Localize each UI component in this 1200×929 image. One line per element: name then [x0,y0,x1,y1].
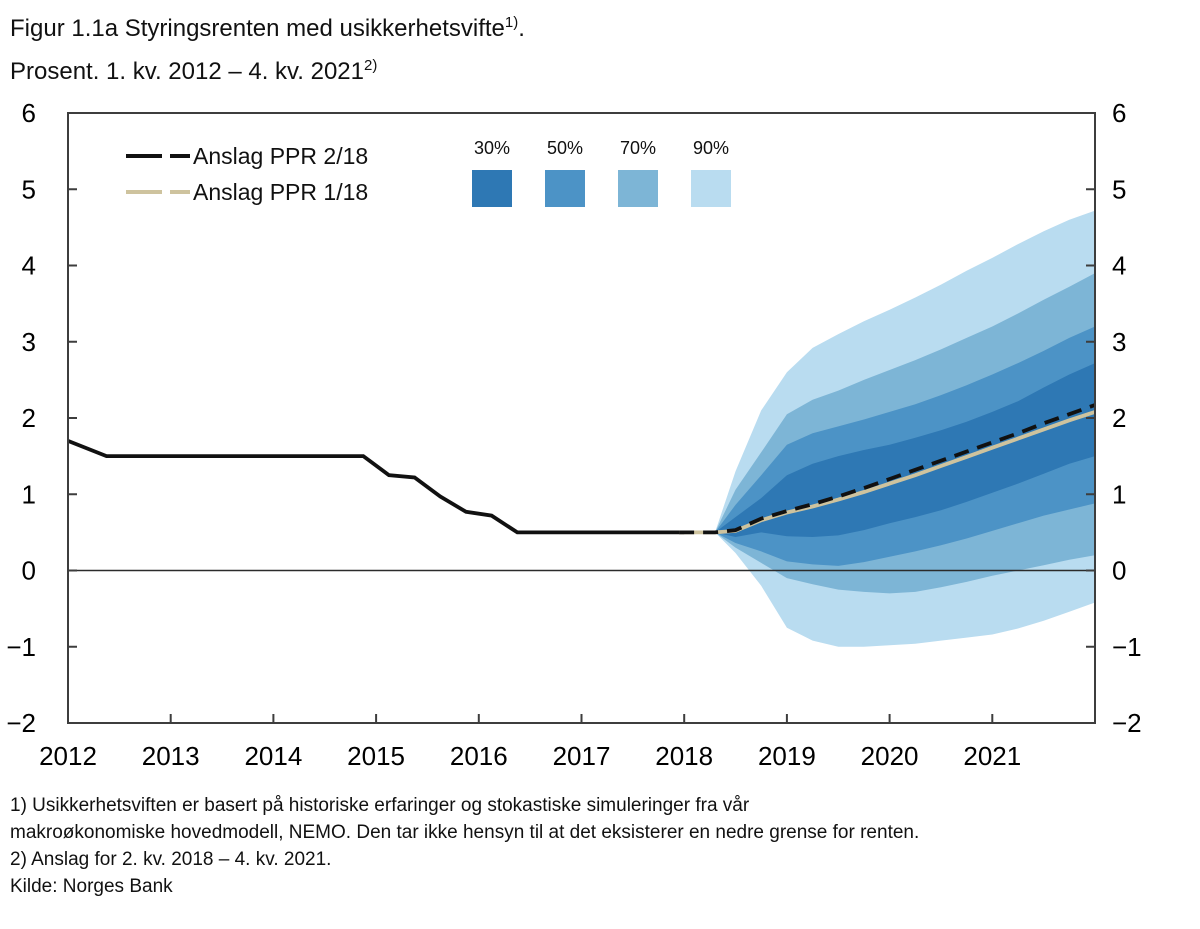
footnote-2: 2) Anslag for 2. kv. 2018 – 4. kv. 2021. [10,849,332,870]
y-axis-label-left: 1 [22,479,36,509]
x-axis-label: 2021 [963,741,1021,771]
legend-band-column: 50% [545,138,585,207]
x-axis-label: 2017 [553,741,611,771]
legend-band-swatch [691,170,731,207]
series-line-anslag-ppr-2-18 [679,403,1096,535]
legend-series: Anslag PPR 2/18 Anslag PPR 1/18 [126,138,368,210]
fan-band-30% [715,363,1095,537]
legend-band-swatch [545,170,585,207]
legend-band-label: 50% [546,138,584,158]
x-axis-label: 2020 [861,741,919,771]
y-axis-label-left: 2 [22,403,36,433]
y-axis-label-left: 0 [22,556,36,586]
legend-row-ppr-1-18: Anslag PPR 1/18 [126,174,368,210]
footnote-1-line-2: makroøkonomiske hovedmodell, NEMO. Den t… [10,822,920,843]
legend-band-swatch [618,170,658,207]
y-axis-label-left: 3 [22,327,36,357]
series-line-styringsrenten-historisk- [67,439,685,535]
legend-band-column: 70% [618,138,658,207]
title-line-2-text: Prosent. 1. kv. 2012 – 4. kv. 2021 [10,58,364,85]
title-line-1-text: Figur 1.1a Styringsrenten med usikkerhet… [10,15,505,42]
dashed-line-sample-black [126,154,190,158]
x-axis-label: 2018 [655,741,713,771]
y-axis-label-right: 3 [1112,327,1126,357]
footnotes: 1) Usikkerhetsviften er basert på histor… [10,792,1190,900]
legend-band-label: 70% [619,138,657,158]
legend-series-label: Anslag PPR 1/18 [193,178,369,205]
footnote-1-line-1: 1) Usikkerhetsviften er basert på histor… [10,795,750,816]
y-axis-label-right: 6 [1112,98,1126,128]
y-axis-label-left: −1 [6,632,36,662]
legend-fan-bands: 30% 50% 70% 90% [472,138,731,207]
legend-band-swatch [472,170,512,207]
x-axis-label: 2016 [450,741,508,771]
y-axis-label-left: −2 [6,708,36,738]
title-line-2: Prosent. 1. kv. 2012 – 4. kv. 20212) [10,47,525,90]
y-axis-label-right: 1 [1112,479,1126,509]
dashed-line-sample-tan [126,190,190,194]
legend-row-ppr-2-18: Anslag PPR 2/18 [126,138,368,174]
y-axis-label-right: 2 [1112,403,1126,433]
legend-band-label: 90% [692,138,730,158]
legend-band-column: 90% [691,138,731,207]
title-footnote-ref-1: 1) [504,14,519,31]
y-axis-label-right: 4 [1112,251,1126,281]
x-axis-label: 2012 [39,741,97,771]
legend-band-column: 30% [472,138,512,207]
x-axis-label: 2019 [758,741,816,771]
x-axis-label: 2013 [142,741,200,771]
title-footnote-ref-2: 2) [364,57,378,74]
y-axis-label-left: 5 [22,174,36,204]
x-axis-label: 2014 [244,741,302,771]
legend-series-label: Anslag PPR 2/18 [193,142,369,169]
y-axis-label-right: −2 [1112,708,1142,738]
figure-title: Figur 1.1a Styringsrenten med usikkerhet… [10,4,525,90]
title-line-1-period: . [518,15,525,42]
y-axis-label-right: 5 [1112,174,1126,204]
legend-band-label: 30% [473,138,511,158]
source-line: Kilde: Norges Bank [10,876,173,897]
y-axis-label-left: 6 [22,98,36,128]
y-axis-label-left: 4 [22,251,36,281]
y-axis-label-right: −1 [1112,632,1142,662]
title-line-1: Figur 1.1a Styringsrenten med usikkerhet… [10,4,525,47]
y-axis-label-right: 0 [1112,556,1126,586]
x-axis-label: 2015 [347,741,405,771]
